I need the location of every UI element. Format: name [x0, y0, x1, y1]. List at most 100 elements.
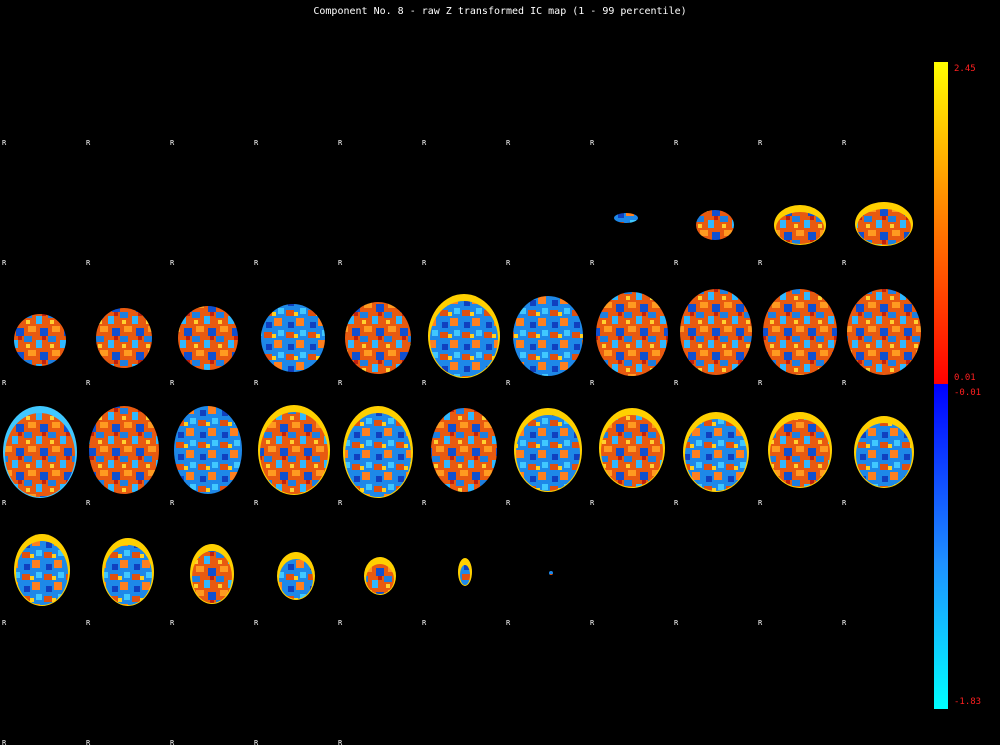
r-orientation-marker: R	[2, 379, 7, 387]
figure-title: Component No. 8 - raw Z transformed IC m…	[313, 6, 687, 17]
colorbar-negative-segment	[934, 384, 948, 709]
r-orientation-marker: R	[254, 139, 259, 147]
r-orientation-marker: R	[758, 259, 763, 267]
brain-slice	[343, 406, 413, 498]
r-orientation-marker: R	[758, 379, 763, 387]
r-orientation-marker: R	[758, 499, 763, 507]
r-orientation-marker: R	[590, 139, 595, 147]
brain-slice-map	[431, 408, 497, 492]
brain-slice	[178, 306, 238, 370]
r-orientation-marker: R	[674, 259, 679, 267]
r-orientation-marker: R	[338, 259, 343, 267]
r-orientation-marker: R	[590, 619, 595, 627]
brain-slice	[513, 296, 583, 376]
r-orientation-marker: R	[254, 499, 259, 507]
brain-slice-map	[596, 292, 668, 376]
brain-slice-map	[516, 415, 580, 491]
brain-slice-map	[89, 406, 159, 494]
r-orientation-marker: R	[758, 139, 763, 147]
brain-slice	[258, 405, 330, 495]
colorbar-positive-segment	[934, 62, 948, 384]
r-orientation-marker: R	[758, 619, 763, 627]
r-orientation-marker: R	[842, 619, 847, 627]
r-orientation-marker: R	[86, 739, 91, 745]
r-orientation-marker: R	[506, 499, 511, 507]
brain-slice	[854, 416, 914, 488]
r-orientation-marker: R	[842, 379, 847, 387]
r-orientation-marker: R	[842, 139, 847, 147]
r-orientation-marker: R	[506, 259, 511, 267]
r-orientation-marker: R	[422, 499, 427, 507]
brain-slice-map	[680, 289, 752, 375]
brain-slice-map	[847, 289, 921, 375]
r-orientation-marker: R	[170, 739, 175, 745]
brain-slice	[514, 408, 582, 492]
brain-slice-map	[14, 314, 66, 366]
colorbar-pos-min-label: 0.01	[954, 373, 976, 383]
brain-slice-map	[5, 413, 75, 497]
r-orientation-marker: R	[422, 619, 427, 627]
brain-slice-map	[174, 406, 242, 494]
brain-slice	[428, 294, 500, 378]
brain-slice	[174, 406, 242, 494]
r-orientation-marker: R	[506, 139, 511, 147]
r-orientation-marker: R	[590, 259, 595, 267]
brain-slice-map	[549, 571, 553, 575]
r-orientation-marker: R	[338, 379, 343, 387]
r-orientation-marker: R	[506, 379, 511, 387]
brain-slice	[763, 289, 837, 375]
brain-slice-map	[601, 415, 663, 487]
brain-slice	[774, 205, 826, 245]
brain-slice-map	[763, 289, 837, 375]
r-orientation-marker: R	[338, 499, 343, 507]
brain-slice-map	[430, 301, 498, 377]
brain-slice-map	[857, 209, 911, 245]
r-orientation-marker: R	[842, 499, 847, 507]
r-orientation-marker: R	[2, 259, 7, 267]
r-orientation-marker: R	[2, 499, 7, 507]
r-orientation-marker: R	[170, 259, 175, 267]
brain-slice-map	[96, 308, 152, 368]
r-orientation-marker: R	[254, 379, 259, 387]
colorbar-min-label: -1.83	[954, 697, 982, 707]
r-orientation-marker: R	[590, 379, 595, 387]
r-orientation-marker: R	[674, 619, 679, 627]
brain-slice-map	[696, 210, 734, 240]
brain-slice	[89, 406, 159, 494]
brain-slice	[96, 308, 152, 368]
brain-slice-map	[279, 559, 313, 599]
brain-slice	[696, 210, 734, 240]
r-orientation-marker: R	[170, 619, 175, 627]
r-orientation-marker: R	[170, 499, 175, 507]
r-orientation-marker: R	[506, 619, 511, 627]
colorbar-max-label: 2.45	[954, 64, 976, 74]
brain-slice	[102, 538, 154, 606]
brain-slice-map	[345, 413, 411, 497]
brain-slice-map	[260, 412, 328, 494]
r-orientation-marker: R	[2, 619, 7, 627]
brain-slice-map	[776, 212, 824, 244]
r-orientation-marker: R	[422, 139, 427, 147]
r-orientation-marker: R	[86, 619, 91, 627]
brain-slice-map	[16, 541, 68, 605]
r-orientation-marker: R	[2, 139, 7, 147]
r-orientation-marker: R	[674, 139, 679, 147]
brain-slice	[855, 202, 913, 246]
brain-slice	[261, 304, 325, 372]
brain-slice	[549, 571, 553, 575]
brain-slice	[190, 544, 234, 604]
brain-slice-map	[685, 419, 747, 491]
r-orientation-marker: R	[2, 739, 7, 745]
brain-slice	[431, 408, 497, 492]
r-orientation-marker: R	[590, 499, 595, 507]
colorbar	[934, 62, 948, 709]
r-orientation-marker: R	[86, 139, 91, 147]
brain-slice-map	[770, 419, 830, 487]
r-orientation-marker: R	[338, 739, 343, 745]
r-orientation-marker: R	[170, 379, 175, 387]
r-orientation-marker: R	[254, 259, 259, 267]
brain-slice	[458, 558, 472, 586]
brain-slice-map	[513, 296, 583, 376]
brain-slice	[596, 292, 668, 376]
